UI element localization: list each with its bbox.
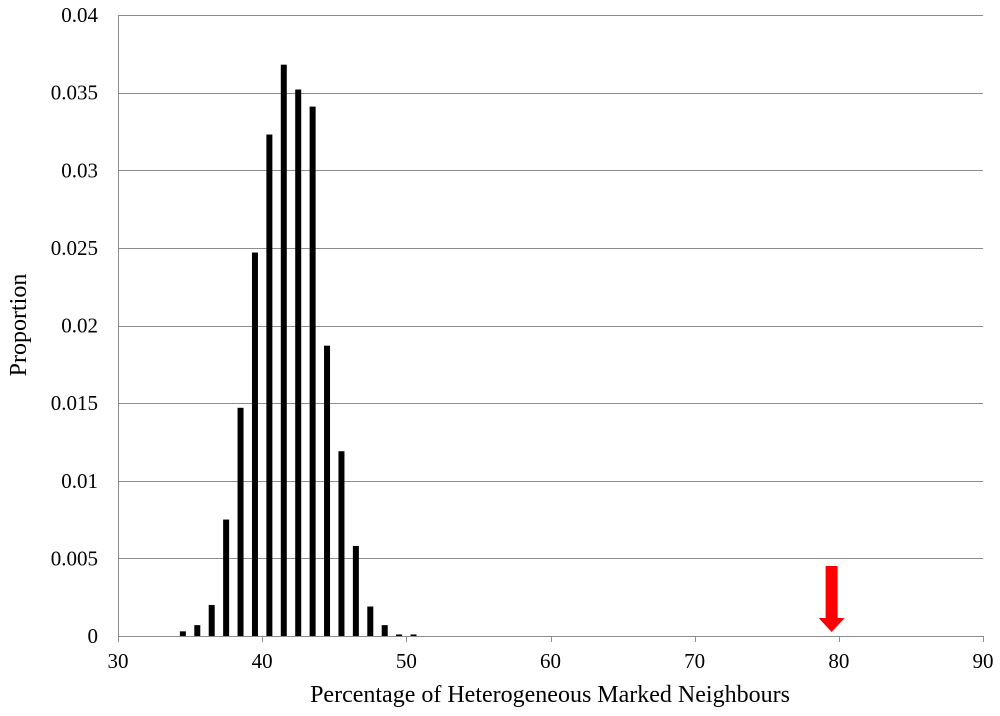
bar xyxy=(381,625,388,636)
y-tick-label: 0.01 xyxy=(61,469,98,493)
bar xyxy=(367,606,374,636)
x-tick-label: 50 xyxy=(396,649,417,673)
bar xyxy=(410,634,417,636)
annotation xyxy=(818,566,845,632)
bar xyxy=(309,106,316,636)
y-axis-title: Proportion xyxy=(6,274,32,377)
y-tick-label: 0.025 xyxy=(51,236,98,260)
bar xyxy=(251,252,258,636)
bar xyxy=(266,134,273,637)
y-tick-label: 0.04 xyxy=(61,3,98,27)
red-arrow-icon xyxy=(818,566,845,632)
bar xyxy=(324,345,331,636)
y-tick-label: 0 xyxy=(88,624,99,648)
gridlines xyxy=(118,15,983,559)
y-tick-label: 0.035 xyxy=(51,81,98,105)
bar xyxy=(237,407,244,636)
bar xyxy=(223,519,230,636)
x-tick-label: 70 xyxy=(684,649,705,673)
x-tick-label: 60 xyxy=(540,649,561,673)
x-tick-label: 40 xyxy=(252,649,273,673)
bar xyxy=(396,634,403,636)
x-tick-label: 90 xyxy=(973,649,994,673)
y-tick-label: 0.005 xyxy=(51,546,98,570)
bar xyxy=(295,89,302,636)
bar xyxy=(280,64,287,637)
y-tick-label: 0.015 xyxy=(51,391,98,415)
x-axis-title: Percentage of Heterogeneous Marked Neigh… xyxy=(310,682,790,708)
x-tick-label: 30 xyxy=(108,649,129,673)
bar xyxy=(194,625,201,636)
y-tick-label: 0.02 xyxy=(61,314,98,338)
bar xyxy=(208,604,215,636)
bar xyxy=(352,545,359,636)
bars xyxy=(179,64,417,637)
y-tick-label: 0.03 xyxy=(61,158,98,182)
axes: 0 0.005 0.01 0.015 0.02 0.025 0.03 0.035 0.04 30 4… xyxy=(51,3,994,673)
bar xyxy=(338,451,345,636)
x-tick-label: 80 xyxy=(828,649,849,673)
bar xyxy=(179,631,186,636)
